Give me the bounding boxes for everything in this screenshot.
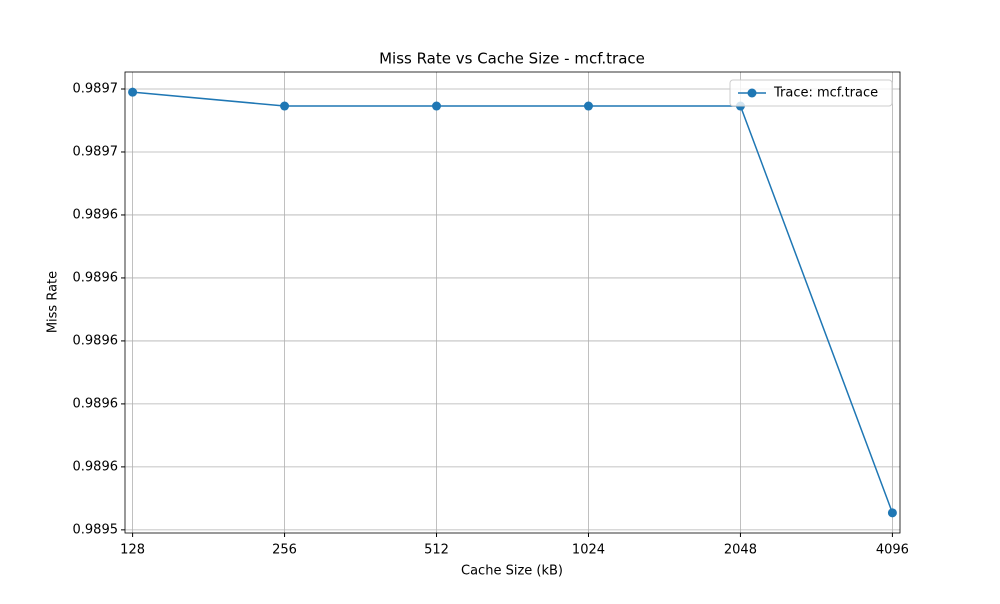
- x-tick-label: 512: [424, 543, 449, 558]
- data-point: [887, 508, 897, 518]
- plot-frame: [124, 71, 901, 534]
- y-tick-label: 0.9897: [73, 82, 119, 97]
- legend-marker: [747, 88, 757, 98]
- y-axis-label: Miss Rate: [46, 271, 61, 333]
- data-point: [280, 101, 290, 111]
- legend-label: Trace: mcf.trace: [773, 86, 878, 101]
- x-tick-label: 1024: [572, 543, 605, 558]
- x-tick-label: 4096: [876, 543, 909, 558]
- y-tick-label: 0.9896: [73, 459, 119, 474]
- data-point: [583, 101, 593, 111]
- y-tick-label: 0.9896: [73, 207, 119, 222]
- y-tick-label: 0.9895: [73, 522, 119, 537]
- data-point: [128, 87, 138, 97]
- legend-box: [729, 79, 893, 107]
- x-axis-label: Cache Size (kB): [461, 564, 563, 579]
- chart-title: Miss Rate vs Cache Size - mcf.trace: [379, 50, 645, 68]
- data-point: [432, 101, 442, 111]
- x-tick-label: 2048: [724, 543, 757, 558]
- data-line: [132, 91, 894, 514]
- y-tick-label: 0.9896: [73, 396, 119, 411]
- y-tick-label: 0.9896: [73, 270, 119, 285]
- y-tick-label: 0.9896: [73, 333, 119, 348]
- x-tick-label: 128: [120, 543, 145, 558]
- x-tick-label: 256: [272, 543, 297, 558]
- y-tick-label: 0.9897: [73, 144, 119, 159]
